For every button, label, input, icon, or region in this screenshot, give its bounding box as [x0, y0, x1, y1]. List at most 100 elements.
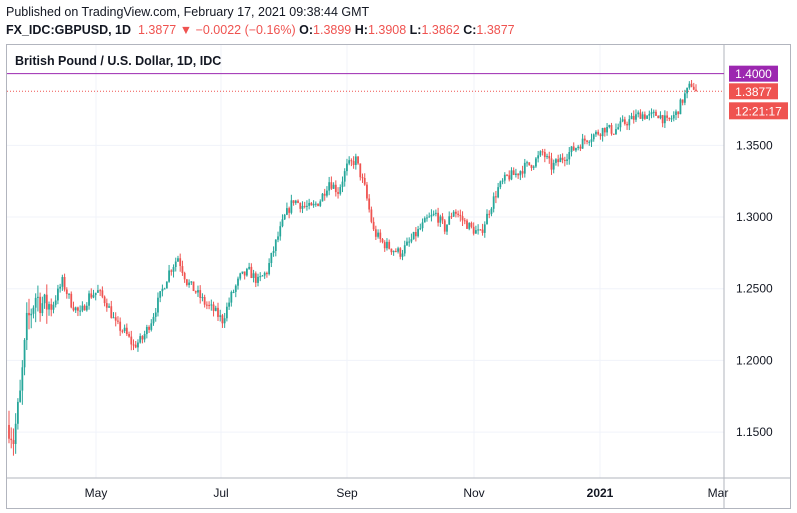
candle-body	[97, 290, 99, 293]
close-value: 1.3877	[476, 23, 515, 37]
candle-body	[306, 205, 308, 207]
candle-body	[563, 160, 566, 162]
candle-body	[199, 290, 202, 298]
candle-body	[621, 119, 624, 122]
candle-body	[105, 303, 108, 308]
candle-body	[439, 216, 442, 223]
change-value: −0.0022 (−0.16%)	[195, 23, 296, 37]
candle-body	[383, 242, 386, 249]
candle-body	[314, 203, 317, 205]
candle-body	[112, 317, 115, 319]
candle-body	[612, 133, 615, 135]
countdown-label: 12:21:17	[735, 104, 782, 118]
candle-body	[406, 241, 408, 246]
candle-body	[683, 93, 686, 103]
candle-body	[12, 440, 15, 444]
candle-body	[692, 86, 695, 90]
y-tick-label: 1.2500	[736, 282, 773, 296]
candle-body	[312, 203, 315, 206]
candle-body	[70, 293, 73, 308]
candle-body	[143, 334, 146, 340]
candle-body	[583, 138, 586, 141]
candle-body	[159, 291, 162, 298]
candle-body	[537, 155, 540, 159]
candle-body	[23, 340, 26, 368]
candle-body	[150, 323, 153, 330]
y-tick-label: 1.2000	[736, 353, 773, 367]
candle-body	[568, 152, 571, 160]
candle-body	[688, 83, 691, 88]
candle-body	[52, 304, 55, 310]
candle-body	[228, 302, 231, 307]
candle-body	[359, 163, 362, 178]
candle-body	[377, 232, 379, 237]
candle-body	[125, 327, 128, 335]
candle-body	[483, 224, 486, 233]
candle-body	[16, 401, 19, 424]
candle-body	[474, 230, 477, 234]
candle-body	[648, 113, 651, 116]
candle-body	[686, 87, 689, 94]
candle-body	[530, 165, 533, 168]
x-tick-label: May	[85, 486, 108, 500]
candle-body	[301, 205, 304, 209]
candle-body	[557, 159, 560, 163]
x-tick-label: Mar	[708, 486, 729, 500]
candle-body	[588, 141, 591, 143]
candle-body	[441, 216, 444, 221]
candle-body	[161, 288, 164, 292]
candle-body	[548, 156, 551, 159]
candle-body	[308, 202, 311, 206]
candle-body	[555, 159, 557, 163]
candle-body	[592, 134, 595, 140]
candle-body	[103, 296, 106, 304]
candle-body	[239, 273, 242, 279]
candle-body	[10, 438, 13, 441]
candles-layer	[8, 80, 697, 456]
candle-body	[83, 305, 86, 311]
low-value: 1.3862	[421, 23, 460, 37]
candle-body	[274, 239, 277, 251]
candle-body	[632, 115, 635, 120]
candle-body	[423, 218, 426, 223]
candle-body	[659, 115, 662, 119]
candle-body	[101, 290, 104, 297]
candle-body	[468, 222, 471, 229]
candle-body	[432, 213, 435, 215]
candle-body	[366, 184, 368, 199]
candle-body	[148, 326, 150, 330]
candle-body	[263, 272, 266, 276]
candle-body	[210, 304, 213, 306]
candle-body	[546, 156, 548, 158]
candle-body	[163, 288, 166, 290]
candle-body	[595, 131, 597, 135]
candle-body	[57, 288, 59, 301]
candle-body	[121, 330, 124, 332]
candle-body	[137, 342, 139, 348]
candle-body	[626, 123, 628, 126]
last-price-tag	[729, 83, 778, 100]
candle-body	[354, 156, 357, 165]
candle-body	[508, 175, 511, 180]
candle-body	[586, 140, 588, 142]
candle-body	[655, 111, 657, 116]
candle-body	[652, 111, 655, 113]
candle-body	[190, 281, 193, 283]
candle-body	[575, 148, 577, 151]
close-label: C:	[463, 23, 477, 37]
candle-body	[19, 390, 22, 402]
candle-body	[334, 184, 337, 193]
chart-frame	[6, 44, 791, 509]
candle-body	[343, 171, 346, 182]
candle-body	[379, 232, 382, 239]
candle-body	[521, 171, 524, 174]
candle-body	[99, 290, 102, 292]
candle-body	[350, 160, 353, 162]
candle-body	[481, 229, 484, 233]
candle-body	[114, 317, 117, 321]
candle-body	[328, 182, 331, 191]
axis-layer: 1.1500 1.2000 1.2500 1.3000 1.3500 May Jul Sep N…	[7, 45, 790, 508]
candle-body	[48, 304, 50, 310]
candle-body	[203, 297, 206, 305]
